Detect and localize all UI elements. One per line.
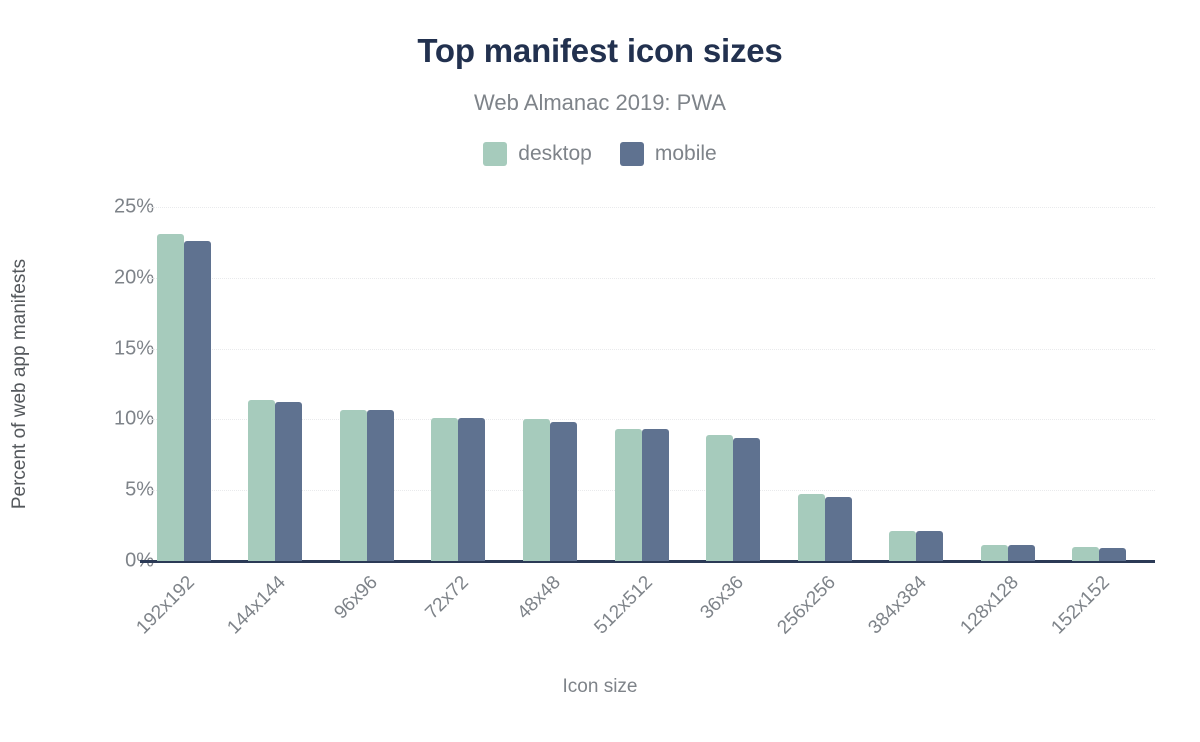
bar-desktop[interactable] — [431, 417, 459, 561]
bar-mobile[interactable] — [1007, 545, 1035, 561]
chart-subtitle: Web Almanac 2019: PWA — [474, 90, 726, 115]
gridline — [148, 419, 1155, 421]
legend-label-desktop: desktop — [518, 142, 592, 165]
bar-desktop[interactable] — [980, 545, 1008, 561]
bar-group — [248, 207, 303, 561]
y-tick-label: 20% — [113, 266, 154, 289]
y-tick-label: 25% — [113, 195, 154, 218]
bar-group — [889, 207, 944, 561]
bar-desktop[interactable] — [339, 409, 367, 561]
bar-mobile[interactable] — [824, 497, 852, 561]
bar-group — [980, 207, 1035, 561]
y-tick-label: 15% — [113, 337, 154, 360]
bar-group — [797, 207, 852, 561]
y-tick-label: 0% — [125, 549, 154, 572]
bar-group — [156, 207, 211, 561]
bar-group — [339, 207, 394, 561]
plot-area — [140, 207, 1155, 563]
bar-mobile[interactable] — [549, 422, 577, 561]
y-tick-label: 5% — [125, 478, 154, 501]
bar-desktop[interactable] — [522, 419, 550, 561]
bar-group — [706, 207, 761, 561]
bar-mobile[interactable] — [275, 402, 303, 561]
bar-mobile[interactable] — [458, 417, 486, 561]
bar-desktop[interactable] — [797, 494, 825, 561]
bar-mobile[interactable] — [733, 437, 761, 561]
x-axis-line — [140, 560, 1155, 563]
gridline — [148, 277, 1155, 279]
legend-swatch-desktop — [483, 142, 508, 166]
bar-mobile[interactable] — [916, 531, 944, 561]
chart-title: Top manifest icon sizes — [417, 32, 783, 69]
y-axis-title: Percent of web app manifests — [9, 258, 30, 510]
chart-legend: desktop mobile — [0, 142, 1200, 166]
legend-swatch-mobile — [619, 142, 644, 166]
bar-group — [431, 207, 486, 561]
bar-desktop[interactable] — [889, 531, 917, 561]
gridline — [148, 207, 1155, 208]
bar-desktop[interactable] — [1072, 546, 1100, 561]
x-axis-title: Icon size — [562, 676, 638, 697]
legend-item-mobile[interactable]: mobile — [619, 142, 717, 166]
legend-item-desktop[interactable]: desktop — [483, 142, 592, 166]
bar-desktop[interactable] — [156, 233, 184, 561]
bar-mobile[interactable] — [1099, 547, 1127, 561]
bar-desktop[interactable] — [706, 434, 734, 561]
bar-group — [614, 207, 669, 561]
legend-label-mobile: mobile — [654, 142, 717, 165]
bar-mobile[interactable] — [641, 429, 669, 561]
bar-group — [1072, 207, 1127, 561]
y-tick-label: 10% — [113, 407, 154, 430]
bar-mobile[interactable] — [183, 240, 211, 561]
bar-desktop[interactable] — [614, 429, 642, 561]
bar-desktop[interactable] — [248, 399, 276, 561]
bar-mobile[interactable] — [366, 409, 394, 561]
gridline — [148, 348, 1155, 350]
bar-group — [522, 207, 577, 561]
